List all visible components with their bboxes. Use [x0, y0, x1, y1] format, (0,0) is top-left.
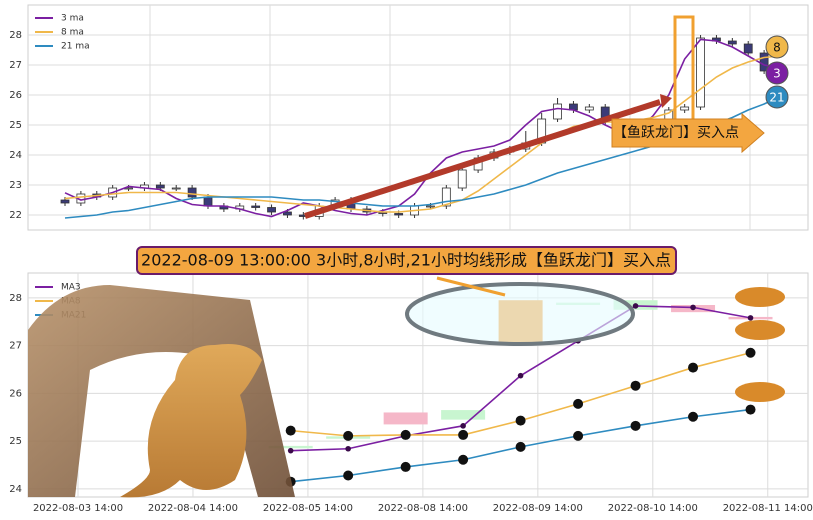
y-tick-label: 25	[9, 436, 22, 447]
ma-point	[458, 429, 469, 440]
end-label-badge	[765, 35, 789, 59]
candle-body	[727, 40, 737, 45]
annotation-arrow	[611, 112, 765, 154]
y-tick-label: 25	[9, 120, 22, 131]
ma-line	[64, 55, 781, 213]
candle-body	[171, 187, 181, 190]
ma-point	[630, 380, 641, 391]
ma-point	[745, 404, 756, 415]
plot-area	[27, 4, 809, 231]
ma-point	[343, 470, 354, 481]
x-tick-label: 2022-08-10 14:00	[608, 503, 698, 514]
end-label: 8	[773, 41, 781, 55]
candle-body	[394, 213, 404, 216]
legend-label: MA3	[61, 283, 81, 293]
dog-image	[120, 344, 262, 498]
candle-body	[584, 106, 594, 111]
trend-arrow	[304, 99, 661, 219]
candle-body	[383, 412, 428, 425]
ma-point	[400, 461, 411, 472]
ma-point	[285, 425, 296, 436]
y-tick-label: 26	[9, 90, 22, 101]
end-label: 3	[773, 67, 781, 81]
end-label-badge	[765, 61, 789, 85]
annotation-text: 【鱼跃龙门】买入点	[613, 124, 739, 141]
ma-point	[400, 429, 411, 440]
candle-body	[743, 43, 753, 54]
x-tick-label: 2022-08-05 14:00	[263, 503, 353, 514]
legend-label: 8 ma	[61, 28, 84, 38]
candle-body	[155, 184, 165, 189]
ma-point	[745, 347, 756, 358]
highlight-ellipse	[405, 282, 635, 346]
ma-point	[690, 304, 696, 311]
candle-body	[60, 199, 70, 204]
ma-point	[573, 430, 584, 441]
fish-image	[735, 287, 785, 307]
x-tick-label: 2022-08-11 14:00	[723, 503, 813, 514]
trend-arrow-head	[660, 94, 672, 108]
ma-point	[515, 441, 526, 452]
candle-body	[251, 205, 261, 208]
candle-body	[283, 211, 292, 216]
y-tick-label: 23	[9, 180, 22, 191]
candle-body	[203, 196, 213, 207]
candle-body	[441, 187, 451, 207]
candle-body	[187, 187, 197, 198]
ma-point	[573, 398, 584, 409]
chart-title: 2022-08-09 13:00:00 3小时,8小时,21小时均线形成【鱼跃龙…	[141, 251, 671, 270]
ma-point	[515, 415, 526, 426]
ma-point	[688, 411, 699, 422]
fish-image	[735, 382, 785, 402]
end-label-badge	[765, 85, 789, 109]
y-tick-label: 24	[9, 150, 22, 161]
candle-body	[267, 207, 276, 213]
candle-body	[426, 205, 435, 208]
pointer-arrow	[436, 276, 506, 297]
legend-label: 3 ma	[61, 14, 84, 24]
y-tick-label: 24	[9, 484, 22, 495]
ma-line	[64, 38, 781, 218]
fish-image	[735, 320, 785, 340]
candle-body	[441, 410, 486, 420]
y-tick-label: 22	[9, 210, 22, 221]
y-tick-label: 28	[9, 30, 22, 41]
title-banner	[136, 246, 677, 275]
x-tick-label: 2022-08-03 14:00	[33, 503, 123, 514]
candle-body	[680, 106, 690, 111]
y-tick-label: 27	[9, 60, 22, 71]
x-tick-label: 2022-08-08 14:00	[378, 503, 468, 514]
ma-point	[458, 454, 469, 465]
ma-point	[632, 303, 639, 309]
ma-point	[460, 423, 466, 429]
candle-body	[696, 37, 705, 108]
y-tick-label: 26	[9, 388, 22, 399]
ma-point	[688, 362, 699, 373]
ma-point	[747, 315, 754, 321]
legend-label: 21 ma	[61, 42, 90, 52]
candle-body	[457, 169, 467, 189]
ma-point	[517, 372, 524, 379]
arch-image	[28, 285, 295, 497]
x-tick-label: 2022-08-09 14:00	[493, 503, 583, 514]
ma-point	[343, 430, 354, 441]
candle-body	[553, 103, 562, 120]
ma-point	[630, 420, 641, 431]
ma-point	[345, 445, 351, 452]
end-label: 21	[769, 91, 784, 105]
y-tick-label: 28	[9, 293, 22, 304]
candle-body	[268, 445, 313, 449]
y-tick-label: 27	[9, 341, 22, 352]
x-tick-label: 2022-08-04 14:00	[148, 503, 238, 514]
ma-point	[287, 447, 294, 454]
